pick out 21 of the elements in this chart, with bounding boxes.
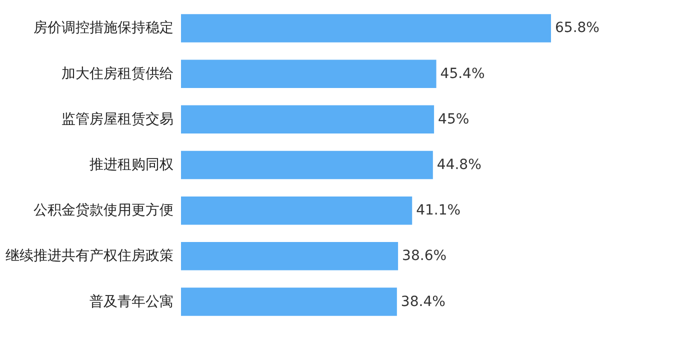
- data-label: 38.6%: [402, 248, 447, 264]
- y-tick-label: 继续推进共有产权住房政策: [6, 248, 174, 264]
- y-tick-label: 普及青年公寓: [90, 292, 174, 310]
- bar: [181, 288, 397, 316]
- bar: [181, 14, 551, 42]
- y-tick-label: 公积金贷款使用更方便: [34, 202, 174, 219]
- y-tick-label: 推进租购同权: [90, 157, 174, 173]
- data-label: 45%: [438, 111, 470, 128]
- bar: [181, 242, 398, 270]
- bar: [181, 196, 412, 225]
- data-label: 41.1%: [416, 202, 461, 219]
- bar: [181, 105, 434, 134]
- y-tick-label: 加大住房租赁供给: [62, 66, 174, 82]
- y-tick-label: 监管房屋租赁交易: [62, 111, 174, 128]
- data-label: 45.4%: [440, 66, 485, 82]
- data-label: 44.8%: [436, 157, 482, 173]
- data-label: 65.8%: [555, 20, 600, 36]
- data-label: 38.4%: [400, 294, 446, 310]
- y-tick-label: 房价调控措施保持稳定: [34, 20, 174, 36]
- bar: [181, 150, 433, 180]
- bar: [181, 60, 436, 88]
